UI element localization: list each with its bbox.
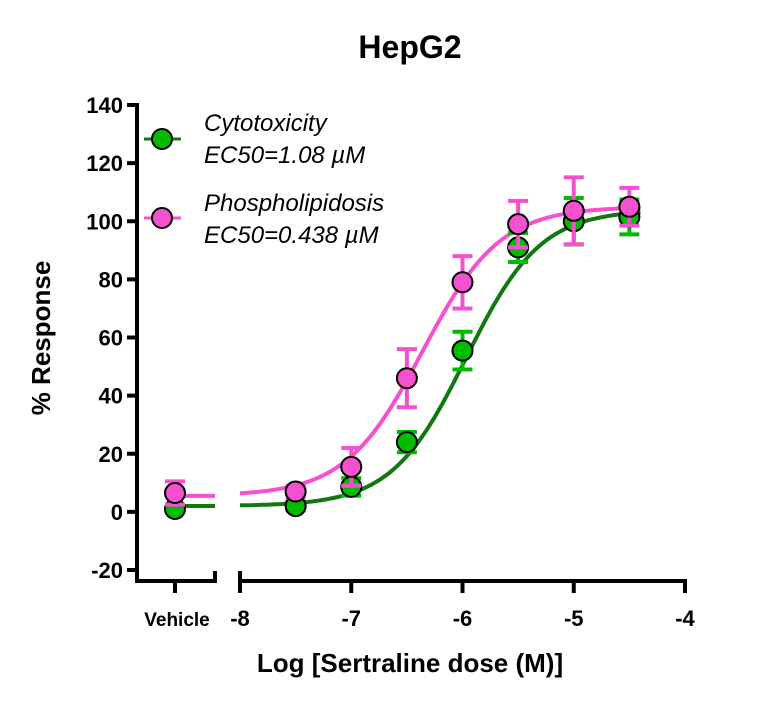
y-tick-label: 40 bbox=[99, 384, 123, 409]
point-phospholipidosis bbox=[284, 480, 307, 503]
y-tick-label: 60 bbox=[99, 326, 123, 351]
y-tick-label: 80 bbox=[99, 267, 123, 292]
fit-curve-cytotoxicity bbox=[239, 210, 641, 508]
data-points bbox=[164, 175, 641, 520]
legend-ec50-cytotoxicity: EC50=1.08 µM bbox=[204, 142, 365, 169]
x-tick-label: -4 bbox=[675, 606, 695, 631]
point-cytotoxicity bbox=[395, 429, 418, 455]
point-phospholipidosis bbox=[562, 175, 585, 247]
y-tick-label: 20 bbox=[99, 442, 123, 467]
data-point bbox=[395, 431, 418, 454]
data-point bbox=[451, 271, 474, 294]
point-phospholipidosis bbox=[618, 185, 641, 228]
data-point bbox=[164, 481, 186, 504]
legend: Cytotoxicity EC50=1.08 µM Phospholipidos… bbox=[144, 110, 384, 249]
data-point bbox=[507, 213, 530, 236]
point-phospholipidosis bbox=[507, 198, 530, 250]
x-tick-label: -7 bbox=[341, 606, 361, 631]
legend-ec50-phospholipidosis: EC50=0.438 µM bbox=[204, 222, 379, 249]
data-point bbox=[395, 367, 418, 390]
data-point bbox=[340, 455, 363, 478]
x-tick-label: -6 bbox=[453, 606, 473, 631]
y-tick-label: 0 bbox=[111, 500, 123, 525]
data-point bbox=[618, 195, 641, 218]
point-phospholipidosis-vehicle bbox=[164, 479, 186, 507]
legend-label-cytotoxicity: Cytotoxicity bbox=[204, 110, 329, 137]
point-phospholipidosis bbox=[451, 254, 474, 311]
chart-title: HepG2 bbox=[358, 29, 461, 65]
x-tick-label: -5 bbox=[564, 606, 584, 631]
y-tick-label: 140 bbox=[86, 93, 123, 118]
legend-label-phospholipidosis: Phospholipidosis bbox=[204, 190, 384, 217]
x-tick-label-vehicle: Vehicle bbox=[144, 610, 210, 631]
x-tick-label: -8 bbox=[230, 606, 250, 631]
point-phospholipidosis bbox=[395, 347, 418, 410]
y-tick-label: 120 bbox=[86, 151, 123, 176]
data-point bbox=[562, 199, 585, 222]
point-phospholipidosis bbox=[340, 445, 363, 488]
axes: -20 0 20 40 60 80 100 120 140 Vehicle -8 -7 -6 -5 -4 bbox=[86, 93, 695, 631]
y-tick-label: -20 bbox=[91, 558, 123, 583]
fit-curve-phospholipidosis bbox=[239, 205, 641, 496]
data-point bbox=[284, 480, 307, 503]
data-point bbox=[451, 339, 474, 362]
y-axis-label: % Response bbox=[26, 261, 56, 416]
x-axis-label: Log [Sertraline dose (M)] bbox=[257, 648, 563, 678]
y-tick-label: 100 bbox=[86, 209, 123, 234]
legend-item-phospholipidosis: Phospholipidosis EC50=0.438 µM bbox=[144, 190, 384, 249]
point-cytotoxicity bbox=[451, 329, 474, 372]
legend-item-cytotoxicity: Cytotoxicity EC50=1.08 µM bbox=[144, 110, 365, 169]
